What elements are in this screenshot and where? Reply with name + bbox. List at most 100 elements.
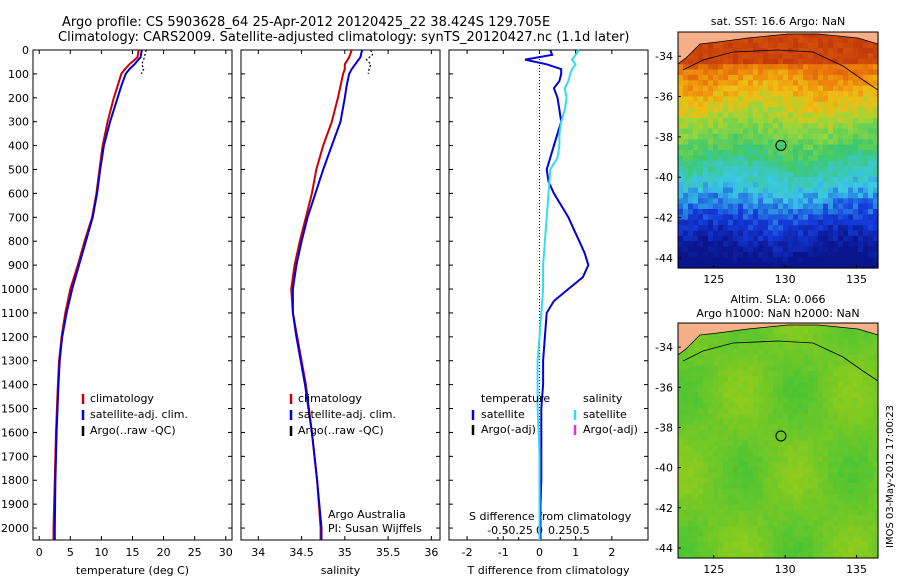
map-cell — [783, 262, 789, 269]
map-cell — [753, 144, 759, 151]
map-cell — [678, 150, 684, 156]
map-cell — [848, 128, 854, 135]
map-cell — [788, 392, 794, 399]
y-tick-label: 1000 — [1, 283, 29, 296]
map-cell — [843, 53, 849, 60]
map-cell — [748, 531, 754, 538]
map-cell — [788, 107, 794, 114]
map-cell — [783, 526, 789, 532]
map-cell — [838, 235, 844, 242]
map-cell — [713, 456, 719, 463]
map-cell — [848, 91, 854, 97]
map-cell — [758, 403, 764, 409]
map-cell — [793, 323, 799, 329]
map-cell — [853, 214, 859, 221]
map-cell — [748, 328, 754, 335]
map-cell — [698, 128, 704, 135]
map-cell — [773, 509, 779, 516]
map-cell — [858, 176, 864, 183]
map-cell — [793, 155, 799, 162]
map-cell — [723, 477, 729, 484]
map-cell — [868, 413, 874, 420]
map-cell — [843, 219, 849, 226]
map-cell — [858, 520, 864, 527]
map-cell — [763, 182, 769, 189]
map-cell — [843, 509, 849, 516]
map-cell — [718, 117, 724, 124]
map-frame — [677, 31, 879, 269]
map-cell — [688, 225, 694, 232]
map-cell — [803, 241, 809, 248]
map-cell — [828, 542, 834, 548]
map-cell — [848, 440, 854, 447]
map-cell — [863, 504, 869, 511]
map-cell — [703, 53, 709, 60]
map-cell — [848, 42, 854, 49]
map-cell — [813, 365, 819, 372]
map-cell — [783, 85, 789, 92]
map-cell — [838, 117, 844, 124]
map-cell — [818, 176, 824, 183]
map-cell — [753, 467, 759, 474]
map-cell — [853, 461, 859, 468]
map-cell — [833, 96, 839, 103]
map-cell — [873, 96, 879, 103]
map-cell — [788, 397, 794, 404]
map-cell — [848, 360, 854, 367]
map-cell — [718, 552, 724, 559]
map-cell — [863, 472, 869, 479]
map-cell — [733, 333, 739, 340]
map-cell — [758, 37, 764, 44]
map-cell — [773, 182, 779, 189]
map-cell — [678, 91, 684, 97]
map-cell — [853, 112, 859, 119]
map-cell — [683, 536, 689, 543]
map-cell — [823, 344, 829, 351]
map-cell — [808, 488, 814, 495]
map-cell — [723, 241, 729, 248]
map-cell — [763, 96, 769, 103]
map-cell — [748, 69, 754, 76]
map-cell — [723, 230, 729, 237]
map-cell — [778, 371, 784, 377]
map-cell — [838, 182, 844, 189]
map-cell — [848, 397, 854, 404]
map-cell — [778, 176, 784, 183]
map-cell — [753, 488, 759, 495]
map-cell — [698, 80, 704, 87]
map-cell — [748, 58, 754, 65]
map-cell — [718, 91, 724, 97]
map-cell — [713, 235, 719, 242]
map-cell — [873, 552, 879, 559]
map-cell — [813, 198, 819, 205]
map-cell — [833, 451, 839, 458]
map-cell — [853, 241, 859, 248]
map-cell — [813, 360, 819, 367]
map-cell — [828, 64, 834, 71]
map-cell — [818, 531, 824, 538]
map-cell — [698, 241, 704, 248]
map-cell — [848, 144, 854, 151]
map-cell — [803, 360, 809, 367]
map-cell — [688, 198, 694, 205]
map-cell — [813, 397, 819, 404]
map-cell — [733, 397, 739, 404]
map-cell — [748, 246, 754, 253]
map-cell — [738, 456, 744, 463]
map-cell — [863, 387, 869, 393]
map-cell — [853, 42, 859, 49]
map-cell — [803, 333, 809, 340]
map-cell — [733, 144, 739, 151]
map-cell — [823, 365, 829, 372]
map-cell — [828, 192, 834, 199]
map-cell — [688, 344, 694, 351]
map-cell — [848, 112, 854, 119]
x-tick-label: -2 — [462, 546, 473, 559]
map-cell — [848, 499, 854, 506]
map-cell — [738, 542, 744, 548]
map-cell — [723, 419, 729, 425]
map-cell — [798, 429, 804, 436]
isobath-line — [682, 49, 879, 91]
map-cell — [748, 349, 754, 356]
